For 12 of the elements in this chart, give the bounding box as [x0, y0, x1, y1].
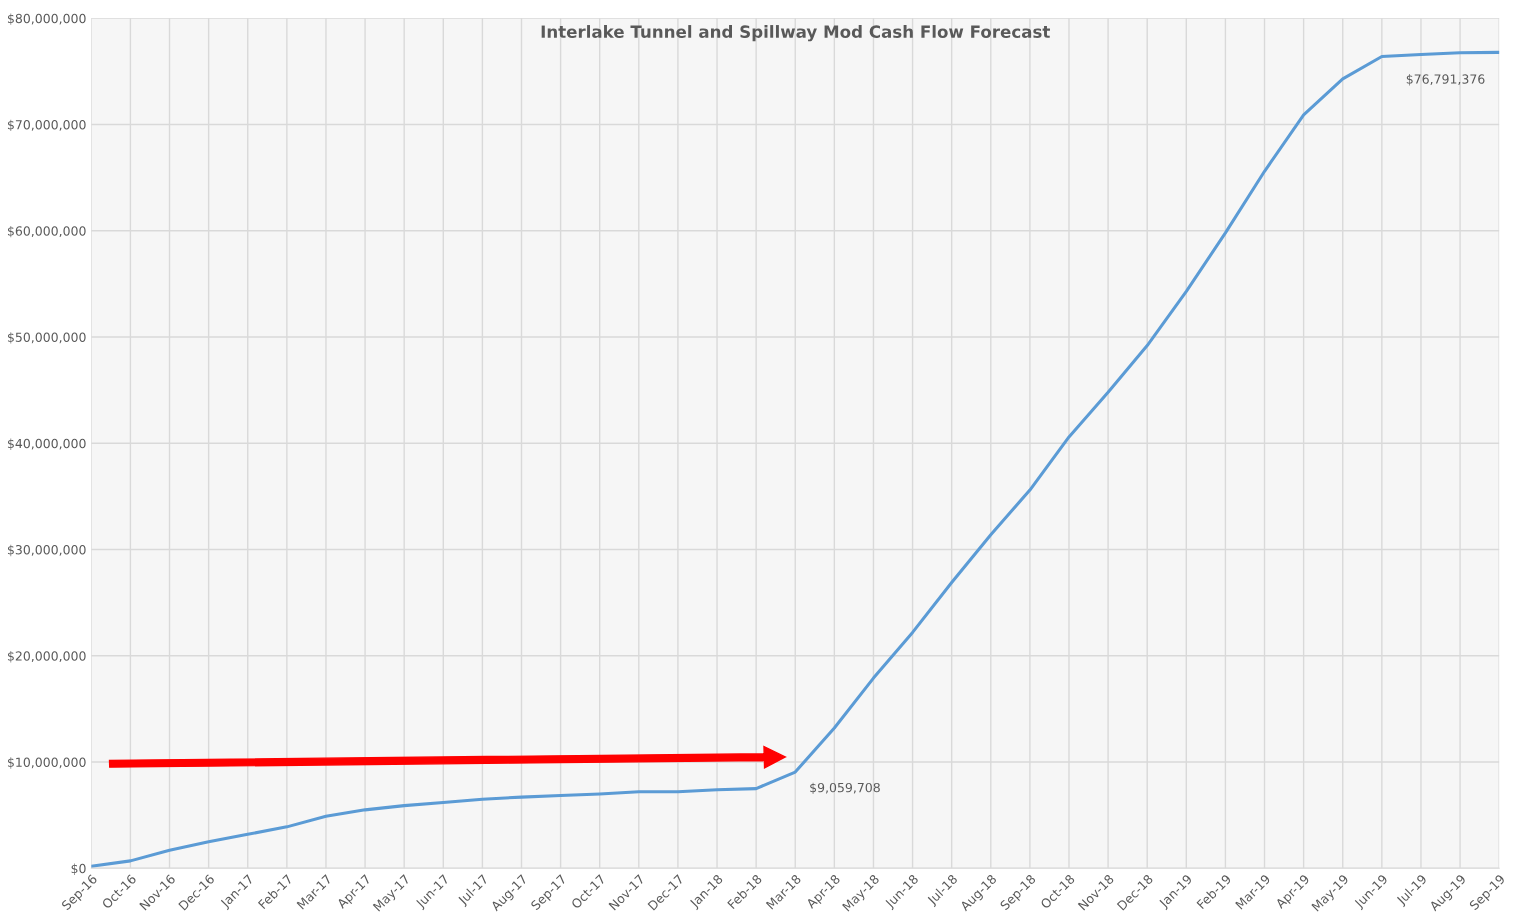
y-tick-label: $30,000,000 [7, 544, 86, 557]
annotation: $9,059,708 [810, 782, 880, 794]
y-tick-label: $40,000,000 [7, 438, 86, 450]
y-tick-label: $60,000,000 [7, 226, 86, 238]
chart-title: Interlake Tunnel and Spillway Mod Cash Flow Forecast [541, 25, 1050, 42]
y-tick-label: $10,000,000 [7, 757, 86, 769]
annotation: $76,791,376 [1406, 74, 1485, 86]
y-tick-label: $20,000,000 [7, 651, 86, 663]
y-tick-label: $0 [71, 863, 86, 875]
y-tick-label: $80,000,000 [7, 13, 86, 25]
y-tick-label: $70,000,000 [7, 119, 86, 132]
y-tick-label: $50,000,000 [7, 332, 86, 344]
